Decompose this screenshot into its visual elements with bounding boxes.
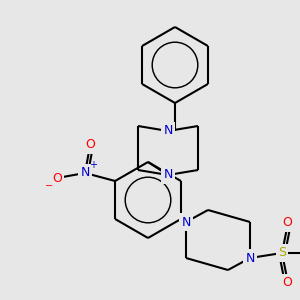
Text: O: O	[52, 172, 62, 184]
Text: N: N	[80, 167, 90, 179]
Text: N: N	[163, 124, 173, 137]
Text: N: N	[181, 215, 191, 229]
Text: O: O	[85, 139, 95, 152]
Text: N: N	[163, 169, 173, 182]
Text: −: −	[45, 181, 53, 191]
Text: +: +	[89, 160, 97, 170]
Text: N: N	[245, 251, 255, 265]
Text: S: S	[278, 247, 286, 260]
Text: O: O	[282, 217, 292, 230]
Text: O: O	[282, 277, 292, 290]
